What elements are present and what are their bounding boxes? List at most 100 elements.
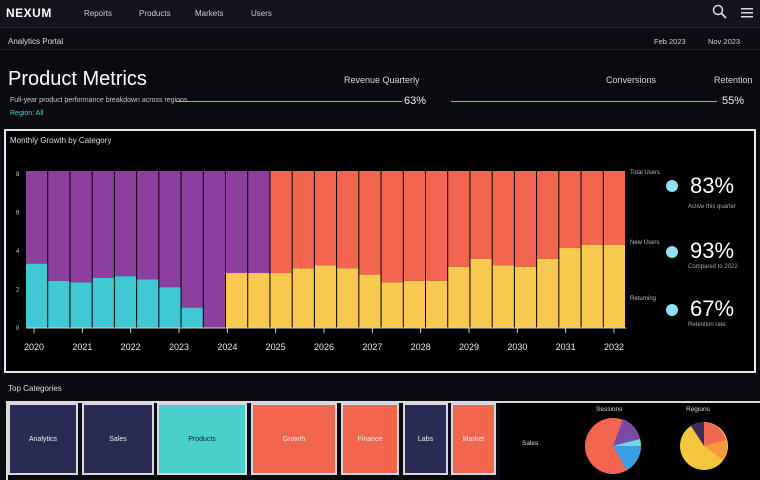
chart-column-base <box>470 258 492 328</box>
category-tile[interactable]: Products <box>157 403 247 475</box>
date-start[interactable]: Feb 2023 <box>654 37 686 46</box>
chart-column-top <box>114 171 137 277</box>
chart-column-top <box>248 171 270 274</box>
brand-logo[interactable]: NEXUM <box>6 6 52 20</box>
category-tiles-frame <box>6 401 760 480</box>
chart-column-top <box>159 171 181 288</box>
pie-slice-purple <box>613 419 640 446</box>
summary-middle-heading: Conversions <box>606 75 657 85</box>
chart-column-base <box>314 265 337 328</box>
y-axis-tick-label: 0 <box>16 326 20 332</box>
breadcrumb[interactable]: Analytics Portal <box>8 37 64 46</box>
pie-slice-coral <box>704 422 726 446</box>
chart-column-top <box>48 171 70 281</box>
legend-label: New Users <box>630 240 660 246</box>
chart-column-top <box>270 171 292 274</box>
chart-column-top <box>137 171 159 280</box>
chart-column-base <box>92 277 114 328</box>
legend-label: Returning <box>630 296 657 302</box>
chart-column-top <box>514 171 537 267</box>
nav-users[interactable]: Users <box>251 9 272 18</box>
chart-column-top <box>226 171 248 274</box>
chart-column-base <box>337 268 359 328</box>
legend-item-1: New Users 93% Compared to 2022 <box>630 238 754 296</box>
chart-column-base <box>159 287 181 328</box>
summary-divider-left <box>176 101 402 102</box>
chart-column-top <box>581 171 603 245</box>
chart-column-top <box>492 171 514 266</box>
chart-column-base <box>226 273 248 328</box>
nav-markets[interactable]: Markets <box>195 9 224 18</box>
y-axis-tick-label: 8 <box>16 172 20 178</box>
summary-left-heading: Revenue Quarterly <box>344 75 420 85</box>
chart-column-base <box>381 282 403 328</box>
category-tile[interactable]: Market <box>451 403 496 475</box>
chart-column-base <box>537 258 559 328</box>
chart-column-base <box>181 307 203 328</box>
category-tile[interactable]: Sales <box>82 403 154 475</box>
x-axis-tick-label: 2024 <box>217 342 237 352</box>
date-end[interactable]: Nov 2023 <box>708 37 741 46</box>
legend-subtext: Active this quarter <box>688 204 737 210</box>
pie-title-right: Regions <box>686 406 710 413</box>
chart-column-base <box>403 280 425 328</box>
x-axis-tick-label: 2031 <box>556 342 576 352</box>
chart-column-top <box>470 171 492 259</box>
chart-column-top <box>70 171 92 283</box>
y-axis-tick-label: 6 <box>16 211 20 217</box>
legend-value: 83% <box>690 173 735 198</box>
chart-column-base <box>137 279 159 328</box>
sessions-pie-chart <box>585 418 641 474</box>
chart-column-base <box>26 263 48 328</box>
chart-column-base <box>114 276 137 328</box>
chart-column-base <box>492 265 514 328</box>
chart-column-top <box>403 171 425 281</box>
chart-column-top <box>26 171 48 264</box>
summary-meta: Region: All <box>10 110 44 117</box>
top-navigation-bar: NEXUM Reports Products Markets Users <box>0 0 760 28</box>
chart-column-top <box>381 171 403 283</box>
menu-icon[interactable] <box>740 6 754 20</box>
x-axis-tick-label: 2023 <box>169 342 189 352</box>
chart-column-base <box>248 273 270 328</box>
bottom-section-title: Top Categories <box>8 384 62 393</box>
chart-column-base <box>292 268 314 328</box>
category-tile[interactable]: Growth <box>251 403 337 475</box>
x-axis-tick-label: 2032 <box>604 342 624 352</box>
summary-middle-value: 63% <box>404 95 427 107</box>
chart-column-top <box>337 171 359 269</box>
nav-products[interactable]: Products <box>139 9 171 18</box>
pie-slice-blue <box>613 446 641 470</box>
nav-reports[interactable]: Reports <box>84 9 113 18</box>
x-axis-tick-label: 2030 <box>507 342 527 352</box>
category-tile[interactable]: Labs <box>403 403 448 475</box>
x-axis-tick-label: 2028 <box>411 342 431 352</box>
legend-dot-icon <box>666 180 678 192</box>
chart-column-base <box>581 244 603 328</box>
y-axis-tick-label: 4 <box>16 249 20 255</box>
chart-column-top <box>537 171 559 259</box>
chart-column-base <box>426 280 448 328</box>
legend-value: 67% <box>690 296 735 321</box>
chart-column-base <box>70 282 92 328</box>
category-tile[interactable]: Finance <box>341 403 399 475</box>
x-axis-tick-label: 2025 <box>266 342 286 352</box>
legend-dot-icon <box>666 304 678 316</box>
chart-column-base <box>603 244 625 328</box>
x-axis-tick-label: 2026 <box>314 342 334 352</box>
chart-column-top <box>448 171 470 267</box>
x-axis-tick-label: 2020 <box>24 342 44 352</box>
legend-label: Total Users <box>630 170 661 176</box>
search-icon[interactable] <box>712 4 728 20</box>
category-tile[interactable]: Analytics <box>8 403 78 475</box>
chart-column-top <box>314 171 337 266</box>
monthly-growth-chart: 0 2 4 6 8 2020 2021 2022 2023 2024 2025 2026 2027 202… <box>16 171 626 352</box>
pie-title-left: Sessions <box>596 406 623 413</box>
summary-right-value: 55% <box>722 95 745 107</box>
legend-dot-icon <box>666 246 678 258</box>
legend-item-2: Returning 67% Retention rate <box>630 296 754 352</box>
chart-column-top <box>426 171 448 281</box>
chart-column-base <box>48 280 70 328</box>
y-axis-tick-label: 2 <box>16 288 20 294</box>
x-axis-tick-label: 2021 <box>72 342 92 352</box>
